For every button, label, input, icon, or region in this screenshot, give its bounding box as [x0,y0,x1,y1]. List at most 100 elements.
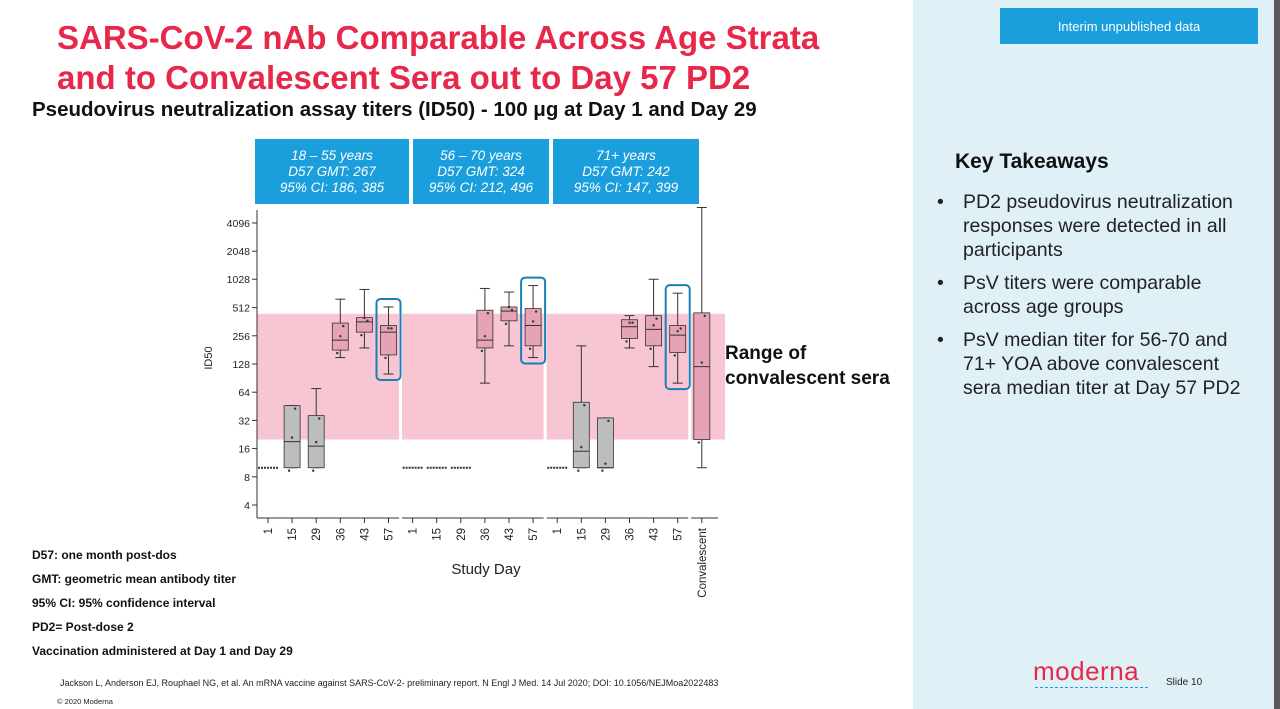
data-point [339,334,342,338]
x-axis-label: Study Day [451,561,521,578]
box [645,315,662,347]
data-point [528,347,532,351]
interim-data-badge: Interim unpublished data [1000,8,1258,44]
day57-highlight [520,276,547,365]
data-point [580,446,583,449]
data-point [507,305,511,309]
y-tick-label: 32 [238,415,250,427]
data-point [625,340,628,343]
box-plot-group [693,206,711,469]
logo-underline [1035,687,1148,688]
x-tick-label: 57 [384,528,396,541]
box [500,306,518,322]
footnote: GMT: geometric mean antibody titer [32,572,237,586]
sidebar-panel [913,0,1280,709]
y-tick-label: 64 [238,387,250,399]
key-takeaways-title: Key Takeaways [955,150,1109,173]
x-tick-label: 1 [552,528,564,534]
box [597,417,614,469]
box [669,325,687,353]
data-point [631,321,634,324]
data-point [360,333,363,337]
box-plot-group [331,298,349,359]
data-point [628,321,631,324]
data-point [342,324,345,328]
moderna-logo: moderna [1033,656,1140,686]
data-point [673,354,676,357]
box [524,308,542,347]
day57-highlight [375,297,402,382]
data-point [604,462,607,465]
y-tick-label: 1028 [227,274,251,286]
day57-highlight [664,284,691,391]
data-point [676,329,679,333]
x-tick-label: 29 [311,528,323,541]
window-edge [1274,0,1280,709]
slide-number: Slide 10 [1166,677,1203,688]
x-tick-label: 15 [287,528,299,541]
data-point [480,349,484,353]
takeaway-item: • PsV median titer for 56-70 and 71+ YOA … [937,329,1241,399]
data-point [486,312,490,315]
data-point [366,319,369,322]
data-point [583,404,586,407]
bullet-icon: • [937,272,944,294]
x-tick-label: 36 [480,528,492,541]
x-tick-label: 29 [600,528,612,541]
copyright: © 2020 Moderna [57,697,113,706]
box [572,401,590,469]
data-point [655,317,658,320]
data-point [607,419,610,423]
convalescent-range-label: Range of convalescent sera [725,343,890,389]
data-point [703,314,706,318]
box-plot-group [380,306,397,375]
data-point [363,316,366,320]
box-plot-group [645,278,662,368]
data-point [483,334,487,338]
data-point [679,327,682,330]
key-takeaways-list: • PD2 pseudovirus neutralization response… [935,190,1255,409]
x-tick-label: Convalescent [697,527,709,597]
box [355,317,373,333]
y-tick-label: 4 [244,500,250,512]
data-point [390,327,393,330]
age-group-header: 71+ years D57 GMT: 242 95% CI: 147, 399 [553,139,699,204]
box-plot-group [597,417,614,472]
bullet-icon: • [937,329,944,351]
age-group-header: 18 – 55 years D57 GMT: 267 95% CI: 186, … [255,139,409,204]
footnotes: D57: one month post-dos GMT: geometric m… [32,548,293,668]
x-tick-label: 43 [649,528,661,541]
data-point [336,351,339,355]
data-point [387,326,390,330]
x-tick-label: 43 [504,528,516,541]
data-point [318,417,321,420]
takeaway-item: • PD2 pseudovirus neutralization response… [937,191,1233,261]
citation: Jackson L, Anderson EJ, Rouphael NG, et … [60,678,719,688]
x-tick-label: 15 [576,528,588,541]
page-title: SARS-CoV-2 nAb Comparable Across Age Str… [57,19,820,96]
box-plot-group [669,292,687,384]
box-plot-group [307,388,325,472]
titer-box-plot: 4 8 16 32 64 128 256 512 1028 2048 4096 ID50 Study D… [203,206,725,598]
box [476,309,494,349]
data-point [384,356,387,360]
box-plot-group [283,405,301,472]
data-point [504,322,508,326]
y-tick-label: 512 [232,303,250,315]
data-point [510,308,514,312]
footnote: 95% CI: 95% confidence interval [32,596,216,610]
y-tick-label: 2048 [227,246,251,258]
takeaway-item: • PsV titers were comparable across age g… [937,272,1202,318]
y-axis-label: ID50 [203,346,215,369]
footnote: PD2= Post-dose 2 [32,620,134,634]
y-tick-label: 128 [232,359,250,371]
data-point [293,407,297,410]
data-point [652,324,655,327]
box-plot-group [524,285,542,359]
data-point [601,469,604,472]
data-point [700,361,703,364]
box-plot-group [476,287,494,384]
data-point [290,436,294,439]
data-point [315,440,318,444]
footnote: D57: one month post-dos [32,548,177,562]
